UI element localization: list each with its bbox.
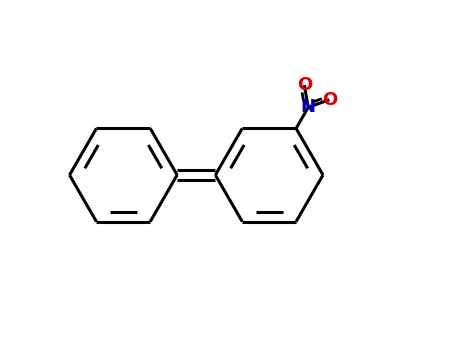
Text: O: O (297, 76, 312, 94)
Text: N: N (301, 98, 316, 116)
Text: O: O (322, 91, 337, 108)
